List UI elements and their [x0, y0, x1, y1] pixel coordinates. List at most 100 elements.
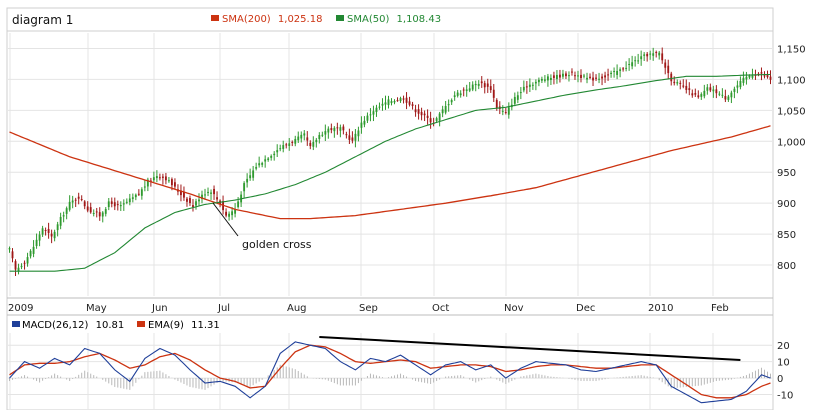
- candle-body: [41, 228, 44, 235]
- candle-body: [62, 215, 65, 217]
- candle-body: [122, 203, 125, 205]
- y-tick-label: 850: [777, 230, 796, 241]
- candle-body: [565, 73, 567, 77]
- candle-body: [246, 178, 249, 183]
- candle-body: [495, 99, 498, 109]
- ema-line: [9, 344, 771, 399]
- candle-body: [646, 53, 649, 57]
- legend-macd-value: 10.81: [96, 320, 125, 331]
- candle-body: [363, 120, 366, 125]
- candle-body: [531, 84, 534, 86]
- macd-y-tick-label: 0: [777, 374, 783, 385]
- candle-body: [77, 196, 80, 199]
- candle-body: [327, 128, 330, 133]
- candle-body: [420, 111, 423, 116]
- candle-body: [252, 170, 255, 178]
- candle-body: [766, 74, 769, 78]
- candle-body: [583, 75, 585, 77]
- macd-panel: [9, 336, 771, 404]
- candle-body: [20, 266, 23, 268]
- y-tick-label: 950: [777, 168, 796, 179]
- candle-body: [95, 211, 98, 213]
- candle-body: [261, 162, 264, 165]
- candle-body: [351, 137, 354, 141]
- candle-body: [195, 201, 197, 206]
- candle-body: [336, 127, 339, 129]
- x-tick-label: May: [86, 303, 107, 314]
- candle-body: [128, 198, 131, 203]
- candle-body: [393, 100, 396, 103]
- legend-sma50-value: 1,108.43: [397, 14, 442, 25]
- candle-body: [23, 262, 26, 264]
- candle-body: [291, 141, 294, 143]
- candle-body: [89, 207, 92, 213]
- candle-body: [243, 183, 246, 192]
- candle-body: [372, 111, 375, 115]
- candle-body: [228, 213, 231, 217]
- candle-body: [525, 86, 528, 88]
- candle-body: [375, 107, 378, 113]
- macd-y-tick-label: -10: [777, 391, 793, 402]
- candle-body: [44, 229, 47, 231]
- candle-body: [628, 64, 631, 66]
- x-tick-label: Jun: [151, 303, 168, 314]
- legend-sma50-label: SMA(50) 1,108.43: [347, 14, 441, 25]
- candle-body: [528, 84, 531, 87]
- candle-body: [556, 74, 558, 80]
- candle-body: [180, 190, 182, 196]
- candle-body: [408, 101, 411, 105]
- candle-body: [631, 62, 634, 67]
- candle-body: [456, 92, 459, 96]
- candle-body: [676, 82, 679, 84]
- legend-sma200-name: SMA(200): [222, 14, 271, 25]
- candle-body: [637, 60, 640, 62]
- candle-body: [706, 87, 709, 91]
- candle-body: [318, 135, 321, 140]
- candle-body: [384, 102, 387, 105]
- candle-body: [700, 94, 703, 97]
- legend-sma50-name: SMA(50): [347, 14, 389, 25]
- candle-body: [691, 93, 694, 96]
- candle-body: [321, 134, 324, 136]
- candle-body: [119, 205, 122, 207]
- candle-body: [297, 136, 300, 141]
- candle-body: [697, 95, 700, 98]
- candle-body: [625, 67, 628, 69]
- candle-body: [216, 197, 218, 200]
- candle-body: [282, 145, 285, 149]
- candle-body: [360, 122, 363, 128]
- candle-body: [586, 77, 588, 80]
- candle-body: [462, 89, 465, 91]
- candle-body: [270, 155, 273, 158]
- candle-body: [441, 109, 444, 114]
- y-tick-label: 900: [777, 199, 796, 210]
- candle-body: [366, 115, 369, 121]
- candle-body: [471, 84, 474, 90]
- candle-body: [652, 53, 655, 56]
- y-tick-label: 1,100: [777, 75, 806, 86]
- candle-body: [589, 76, 591, 78]
- candle-body: [414, 109, 417, 113]
- candle-body: [649, 53, 652, 55]
- candle-body: [474, 83, 477, 86]
- candle-body: [682, 85, 685, 87]
- candle-body: [543, 79, 546, 81]
- candle-body: [131, 197, 134, 199]
- candle-body: [140, 189, 143, 196]
- candle-body: [32, 246, 35, 254]
- y-tick-label: 1,050: [777, 106, 806, 117]
- candle-body: [167, 180, 170, 182]
- candle-body: [104, 209, 107, 214]
- grid: [8, 33, 772, 409]
- y-tick-label: 800: [777, 261, 796, 272]
- candle-body: [324, 131, 327, 135]
- candle-body: [607, 74, 610, 76]
- candle-body: [267, 158, 270, 161]
- candle-body: [580, 74, 582, 79]
- candle-body: [616, 70, 619, 75]
- annotation-arrow: [212, 202, 239, 237]
- candle-body: [189, 198, 191, 204]
- candle-body: [540, 78, 543, 81]
